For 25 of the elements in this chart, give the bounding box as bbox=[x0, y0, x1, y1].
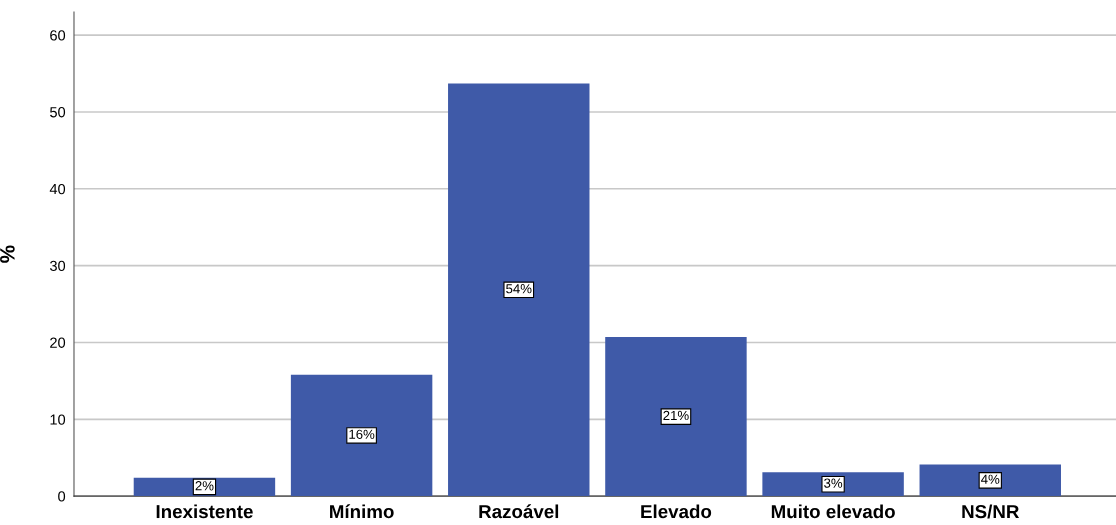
bar bbox=[290, 374, 433, 497]
y-tick-label: 40 bbox=[49, 183, 66, 195]
x-tick-label: Elevado bbox=[641, 504, 712, 519]
data-label: 21% bbox=[663, 410, 689, 421]
y-axis-title: % bbox=[0, 245, 15, 263]
y-tick-label: 0 bbox=[58, 491, 66, 502]
data-label: 3% bbox=[824, 478, 843, 488]
data-label: 54% bbox=[506, 284, 532, 294]
y-tick-label: 50 bbox=[50, 107, 66, 118]
x-tick-label: NS/NR bbox=[962, 504, 1020, 519]
x-tick-label: Inexistente bbox=[156, 504, 253, 519]
data-label: 4% bbox=[981, 474, 1000, 484]
bar bbox=[762, 472, 904, 497]
x-tick-label: Razoável bbox=[479, 504, 559, 519]
bar bbox=[448, 83, 590, 497]
y-tick-label: 30 bbox=[49, 260, 66, 272]
bar bbox=[919, 464, 1061, 497]
y-tick-label: 20 bbox=[50, 337, 66, 348]
y-tick-label: 10 bbox=[50, 414, 66, 425]
y-tick-label: 60 bbox=[50, 30, 66, 41]
data-label: 2% bbox=[195, 481, 214, 491]
data-label: 16% bbox=[349, 429, 375, 439]
x-tick-label: Mínimo bbox=[330, 504, 394, 519]
x-tick-label: Muito elevado bbox=[771, 504, 895, 519]
bar bbox=[605, 337, 747, 497]
